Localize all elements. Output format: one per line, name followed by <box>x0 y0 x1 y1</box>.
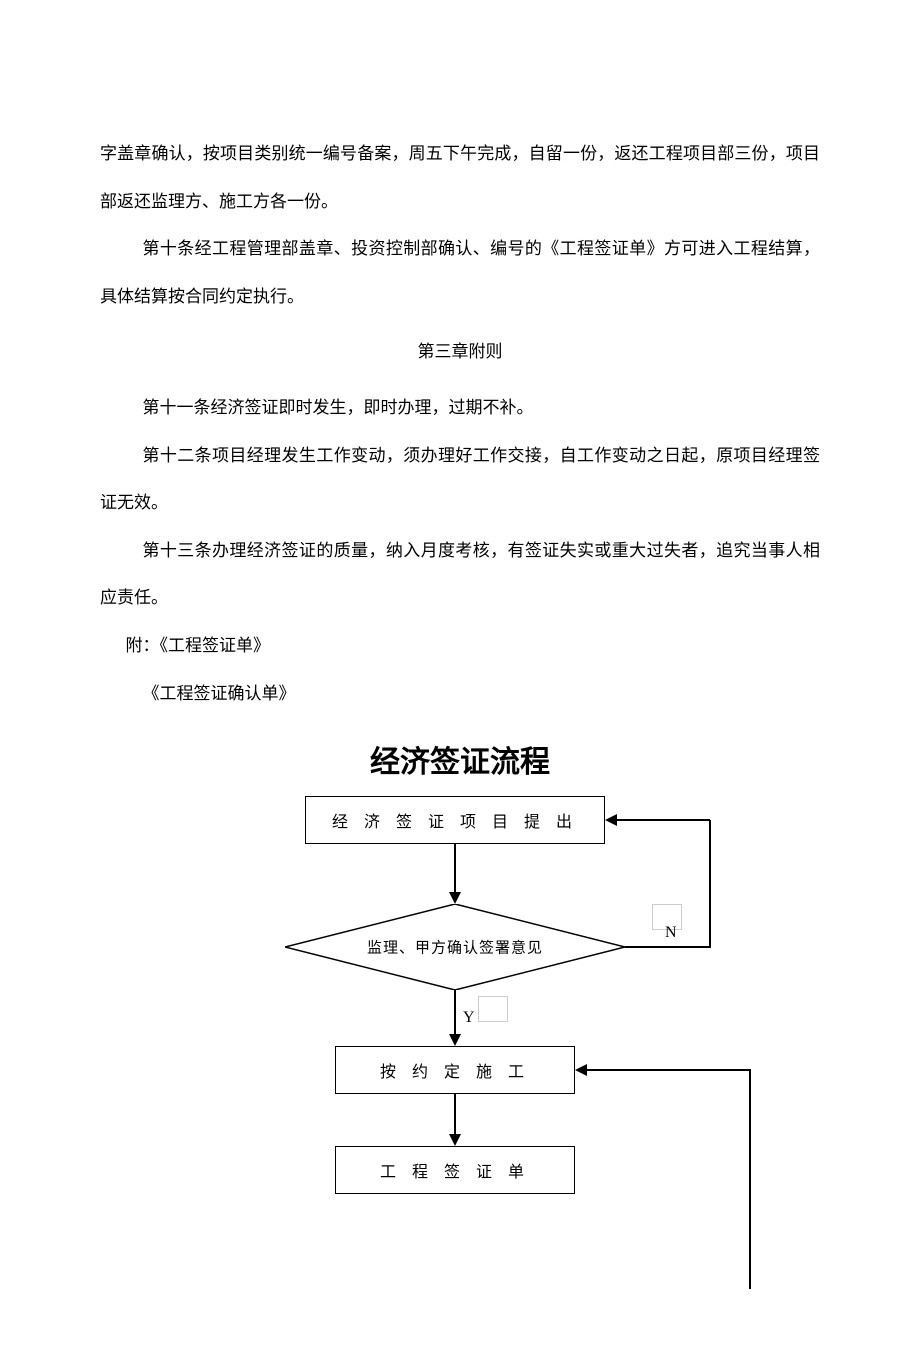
right-path-h1 <box>587 1069 750 1071</box>
flow-node-decision-label: 监理、甲方确认签署意见 <box>285 937 625 958</box>
flow-node-start: 经 济 签 证 项 目 提 出 <box>305 796 605 844</box>
y-label: Y <box>463 1009 475 1027</box>
arrow-3-head <box>449 1134 461 1146</box>
paragraph-7: 《工程签证确认单》 <box>100 670 820 718</box>
n-path-h2 <box>617 819 710 821</box>
flow-node-decision: 监理、甲方确认签署意见 <box>285 904 625 990</box>
paragraph-1: 字盖章确认，按项目类别统一编号备案，周五下午完成，自留一份，返还工程项目部三份，… <box>100 130 820 225</box>
arrow-1-head <box>449 892 461 904</box>
paragraph-5: 第十三条办理经济签证的质量，纳入月度考核，有签证失实或重大过失者，追究当事人相应… <box>100 527 820 622</box>
paragraph-4: 第十二条项目经理发生工作变动，须办理好工作交接，自工作变动之日起，原项目经理签证… <box>100 432 820 527</box>
right-path-arrow-head <box>575 1064 587 1076</box>
document-page: 字盖章确认，按项目类别统一编号备案，周五下午完成，自留一份，返还工程项目部三份，… <box>0 0 920 1356</box>
n-label: N <box>665 924 677 942</box>
n-path-h1 <box>625 946 710 948</box>
flow-node-form: 工 程 签 证 单 <box>335 1146 575 1194</box>
chapter-title: 第三章附则 <box>100 328 820 376</box>
arrow-2 <box>454 990 456 1034</box>
n-path-arrow-head <box>605 814 617 826</box>
flow-node-form-label: 工 程 签 证 单 <box>380 1158 530 1182</box>
paragraph-2: 第十条经工程管理部盖章、投资控制部确认、编号的《工程签证单》方可进入工程结算，具… <box>100 225 820 320</box>
paragraph-6: 附：《工程签证单》 <box>100 622 820 670</box>
small-box-y <box>478 996 508 1022</box>
flow-node-construct-label: 按 约 定 施 工 <box>380 1058 530 1082</box>
flow-node-construct: 按 约 定 施 工 <box>335 1046 575 1094</box>
arrow-3 <box>454 1094 456 1134</box>
flowchart-title: 经济签证流程 <box>100 737 820 781</box>
arrow-1 <box>454 844 456 892</box>
n-path-v1 <box>709 820 711 948</box>
arrow-2-head <box>449 1034 461 1046</box>
flow-node-start-label: 经 济 签 证 项 目 提 出 <box>332 808 578 832</box>
right-path-v1 <box>749 1069 751 1289</box>
flowchart-container: 经 济 签 证 项 目 提 出 监理、甲方确认签署意见 Y 按 约 定 施 工 … <box>100 796 820 1296</box>
paragraph-3: 第十一条经济签证即时发生，即时办理，过期不补。 <box>100 384 820 432</box>
